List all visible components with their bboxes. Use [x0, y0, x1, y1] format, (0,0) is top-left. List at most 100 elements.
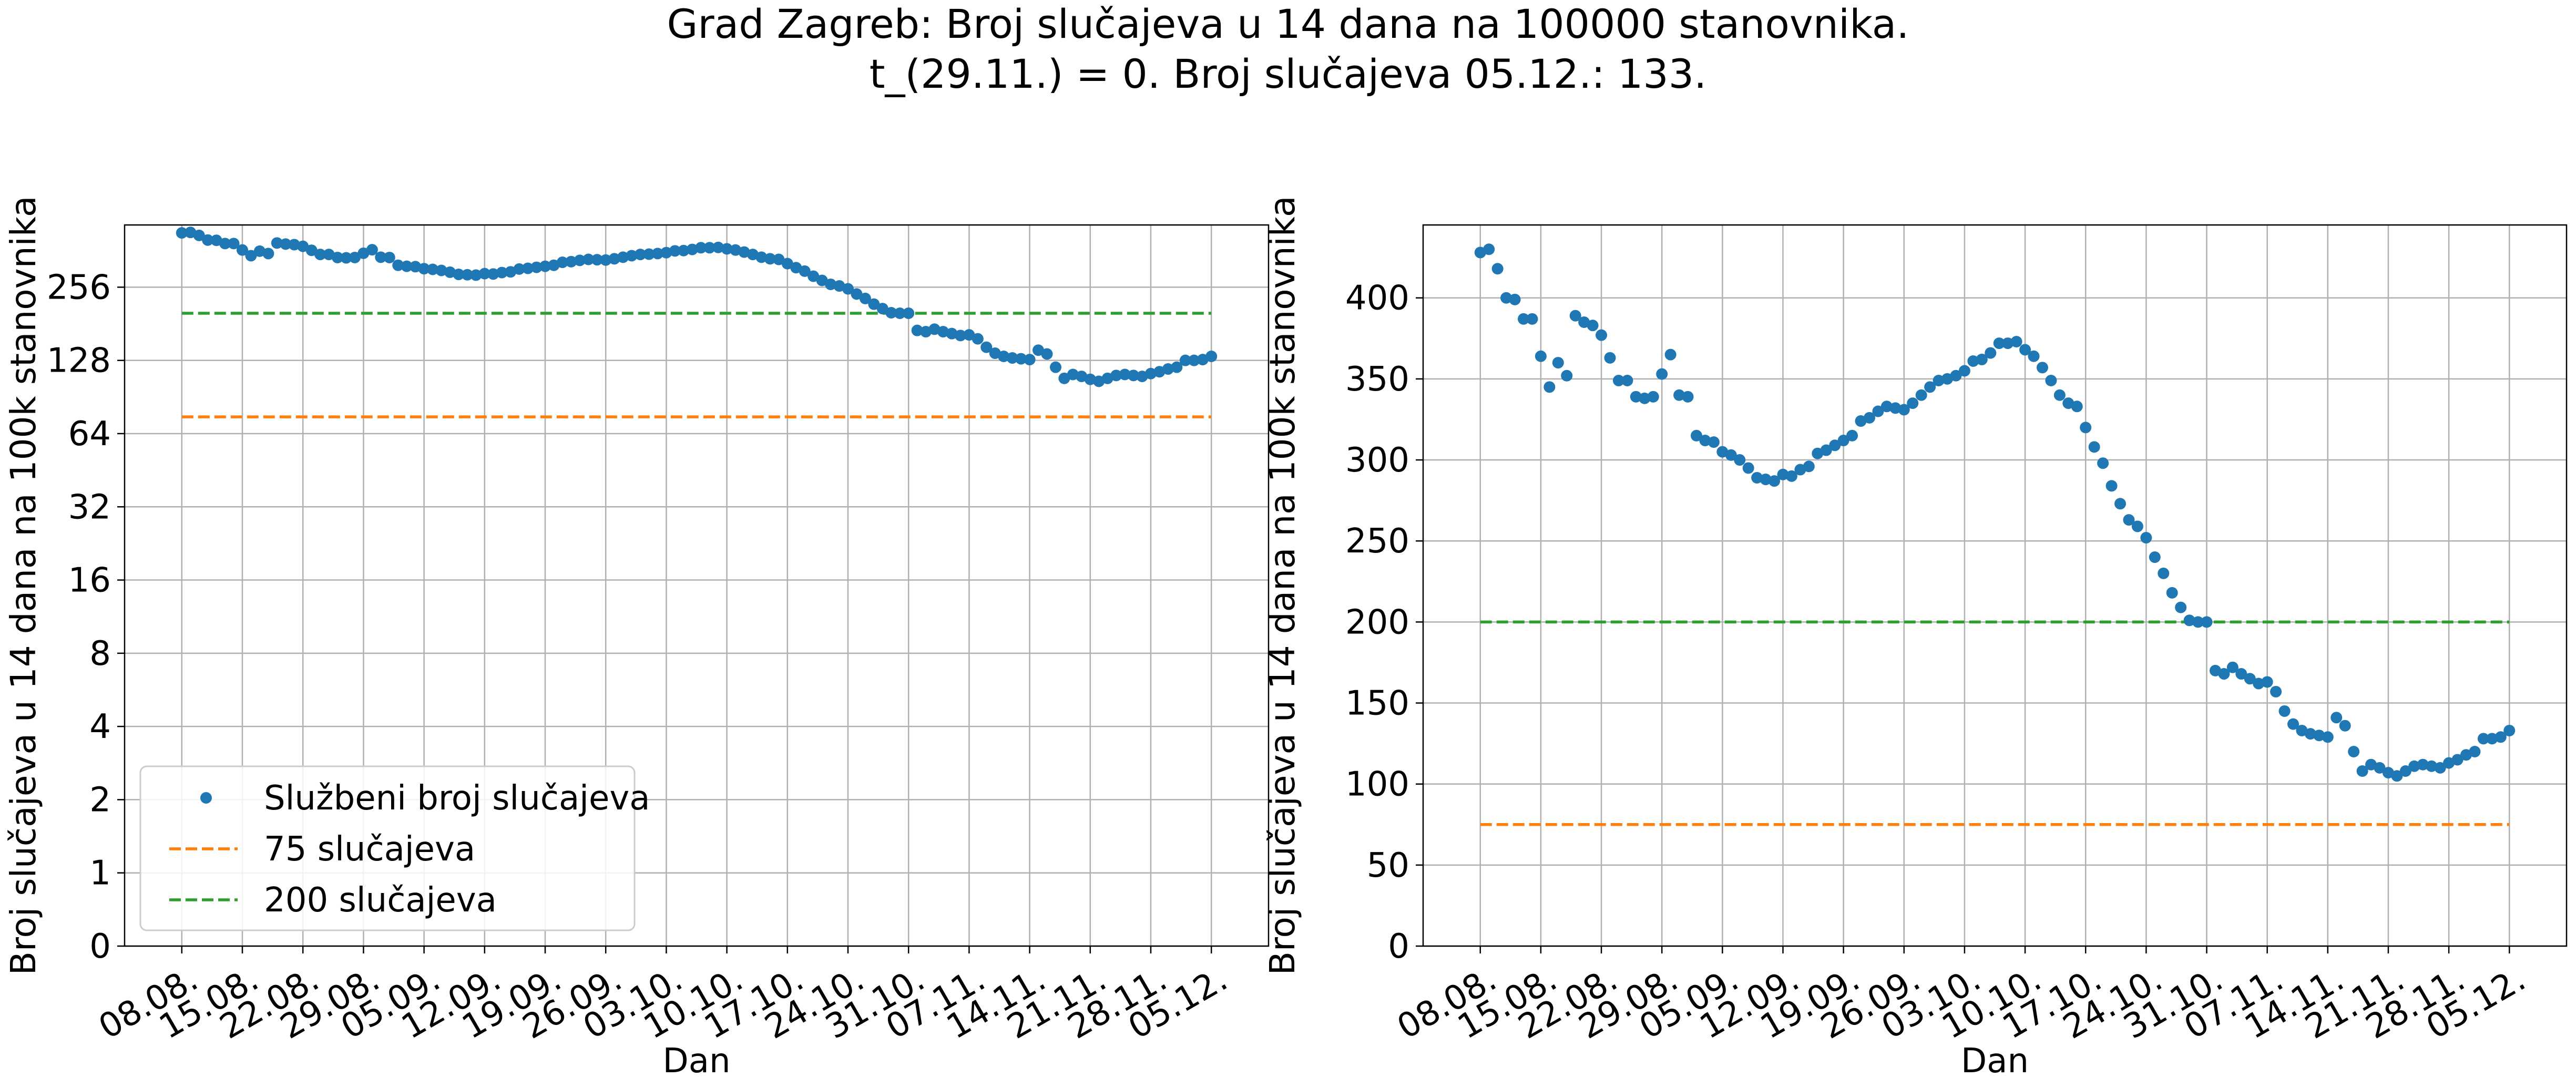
- data-point: [2486, 733, 2498, 745]
- data-point: [565, 255, 577, 268]
- data-point: [1630, 391, 1642, 403]
- data-point: [2201, 616, 2213, 628]
- data-point: [1976, 353, 1988, 365]
- data-point: [1898, 404, 1910, 416]
- data-point: [1561, 369, 1573, 382]
- data-point: [1049, 361, 1061, 373]
- data-point: [1769, 475, 1781, 487]
- data-point: [695, 242, 707, 254]
- data-point: [556, 256, 568, 269]
- data-point: [2175, 601, 2187, 613]
- data-point: [1820, 444, 1832, 456]
- data-point: [1179, 354, 1191, 366]
- data-point: [903, 307, 915, 320]
- data-point: [1015, 353, 1027, 365]
- data-point: [2503, 724, 2516, 736]
- data-point: [237, 244, 248, 256]
- data-point: [496, 266, 508, 279]
- y-tick-label: 250: [1345, 522, 1409, 561]
- data-point: [1604, 352, 1616, 364]
- data-point: [530, 261, 543, 273]
- data-point: [2244, 673, 2256, 685]
- data-point: [262, 248, 274, 260]
- data-point: [176, 227, 188, 239]
- y-tick-label: 32: [68, 488, 111, 527]
- data-point: [730, 244, 742, 256]
- data-point: [1162, 363, 1174, 375]
- data-point: [703, 242, 715, 254]
- data-point: [859, 292, 871, 304]
- y-tick-label: 1: [89, 854, 111, 893]
- data-point: [1033, 344, 1045, 356]
- data-point: [2192, 616, 2204, 628]
- data-point: [478, 268, 490, 280]
- data-point: [2426, 760, 2438, 772]
- y-axis-label: Broj slučajeva u 14 dana na 100k stanovn…: [1262, 196, 1303, 976]
- data-point: [937, 326, 949, 338]
- data-point: [1690, 429, 1702, 442]
- data-point: [686, 243, 698, 255]
- data-point: [2270, 685, 2282, 697]
- data-point: [1751, 471, 1763, 484]
- data-point: [340, 252, 352, 264]
- data-point: [1587, 320, 1599, 332]
- data-point: [487, 268, 499, 280]
- data-point: [444, 266, 456, 278]
- data-point: [669, 245, 681, 257]
- data-point: [868, 298, 880, 310]
- data-point: [2019, 344, 2031, 356]
- data-point: [1872, 405, 1884, 417]
- data-point: [2218, 668, 2230, 680]
- data-point: [2036, 362, 2048, 374]
- y-tick-label: 128: [47, 342, 111, 381]
- data-point: [1725, 449, 1737, 461]
- y-axis-label: Broj slučajeva u 14 dana na 100k stanovn…: [3, 196, 44, 976]
- data-point: [807, 270, 820, 282]
- y-tick-label: 200: [1345, 603, 1409, 642]
- data-point: [946, 327, 958, 340]
- data-point: [1708, 436, 1720, 448]
- data-point: [1041, 348, 1053, 360]
- data-point: [954, 330, 966, 342]
- data-point: [1128, 369, 1140, 382]
- data-point: [2114, 498, 2127, 510]
- data-point: [297, 240, 309, 252]
- data-point: [2304, 728, 2316, 740]
- data-point: [539, 260, 551, 272]
- data-point: [2131, 520, 2143, 532]
- data-point: [461, 269, 473, 281]
- data-point: [280, 238, 292, 250]
- data-point: [245, 250, 257, 262]
- y-tick-label: 50: [1367, 846, 1409, 885]
- data-point: [1664, 348, 1677, 361]
- data-point: [1760, 474, 1772, 486]
- legend-label: Službeni broj slučajeva: [264, 779, 650, 818]
- data-point: [271, 237, 283, 249]
- data-point: [383, 251, 395, 263]
- data-point: [522, 262, 534, 274]
- data-point: [781, 258, 793, 270]
- data-point: [1907, 397, 1919, 409]
- data-point: [2330, 712, 2343, 724]
- data-point: [410, 261, 422, 273]
- data-point: [608, 253, 620, 265]
- figure-title-line1: Grad Zagreb: Broj slučajeva u 14 dana na…: [667, 1, 1909, 47]
- data-point: [2080, 422, 2092, 434]
- data-point: [418, 263, 430, 275]
- data-point: [1993, 337, 2005, 350]
- data-point: [1880, 401, 1893, 413]
- data-point: [2477, 733, 2489, 745]
- data-point: [392, 259, 404, 271]
- data-point: [842, 283, 854, 295]
- data-point: [574, 254, 586, 266]
- data-point: [1517, 313, 1529, 325]
- data-point: [2278, 705, 2291, 717]
- y-tick-label: 0: [89, 927, 111, 966]
- y-tick-label: 0: [1388, 927, 1409, 966]
- data-point: [435, 264, 447, 276]
- data-point: [2123, 514, 2135, 526]
- data-point: [1742, 462, 1754, 474]
- data-point: [1639, 392, 1651, 404]
- data-point: [2088, 441, 2100, 453]
- y-tick-label: 400: [1345, 279, 1409, 318]
